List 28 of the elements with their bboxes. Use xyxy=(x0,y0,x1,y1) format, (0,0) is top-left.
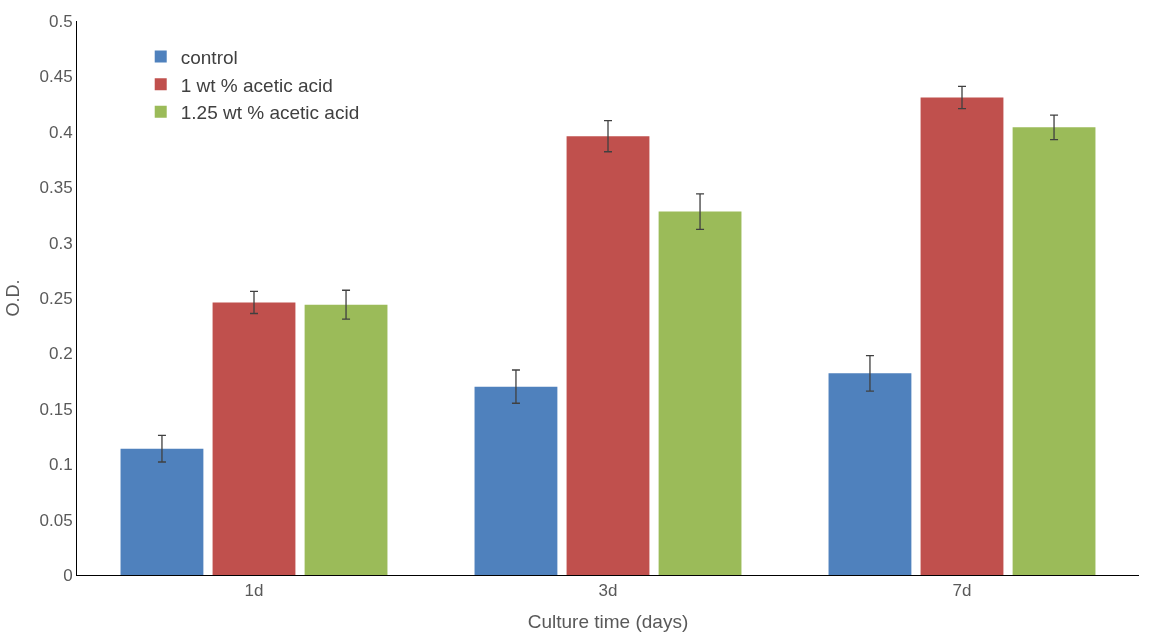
x-tick-label: 1d xyxy=(244,581,264,601)
legend-label: 1.25 wt % acetic acid xyxy=(180,102,360,124)
bar xyxy=(828,373,912,575)
bar xyxy=(1012,127,1096,575)
bar xyxy=(658,211,742,575)
bar xyxy=(920,97,1004,575)
y-tick-label: 0.3 xyxy=(48,233,73,253)
y-tick-label: 0.2 xyxy=(48,344,73,364)
y-tick-label: 0.4 xyxy=(48,122,73,142)
legend-label: control xyxy=(180,46,238,68)
y-tick-label: 0.35 xyxy=(39,178,73,198)
bar xyxy=(566,136,650,575)
bar xyxy=(474,386,558,575)
y-axis-title: O.D. xyxy=(2,279,23,317)
y-tick-label: 0.5 xyxy=(48,11,73,31)
y-tick-label: 0.45 xyxy=(39,67,73,87)
bar xyxy=(120,448,204,575)
y-tick-label: 0 xyxy=(63,565,73,585)
y-tick-label: 0.25 xyxy=(39,288,73,308)
bar xyxy=(304,304,388,575)
y-tick-label: 0.1 xyxy=(48,455,73,475)
x-axis-title: Culture time (days) xyxy=(527,611,689,633)
x-tick-label: 7d xyxy=(952,581,972,601)
legend-label: 1 wt % acetic acid xyxy=(180,74,333,96)
x-tick-label: 3d xyxy=(598,581,618,601)
y-tick-label: 0.05 xyxy=(39,510,73,530)
bar xyxy=(212,302,296,575)
y-tick-label: 0.15 xyxy=(39,399,73,419)
